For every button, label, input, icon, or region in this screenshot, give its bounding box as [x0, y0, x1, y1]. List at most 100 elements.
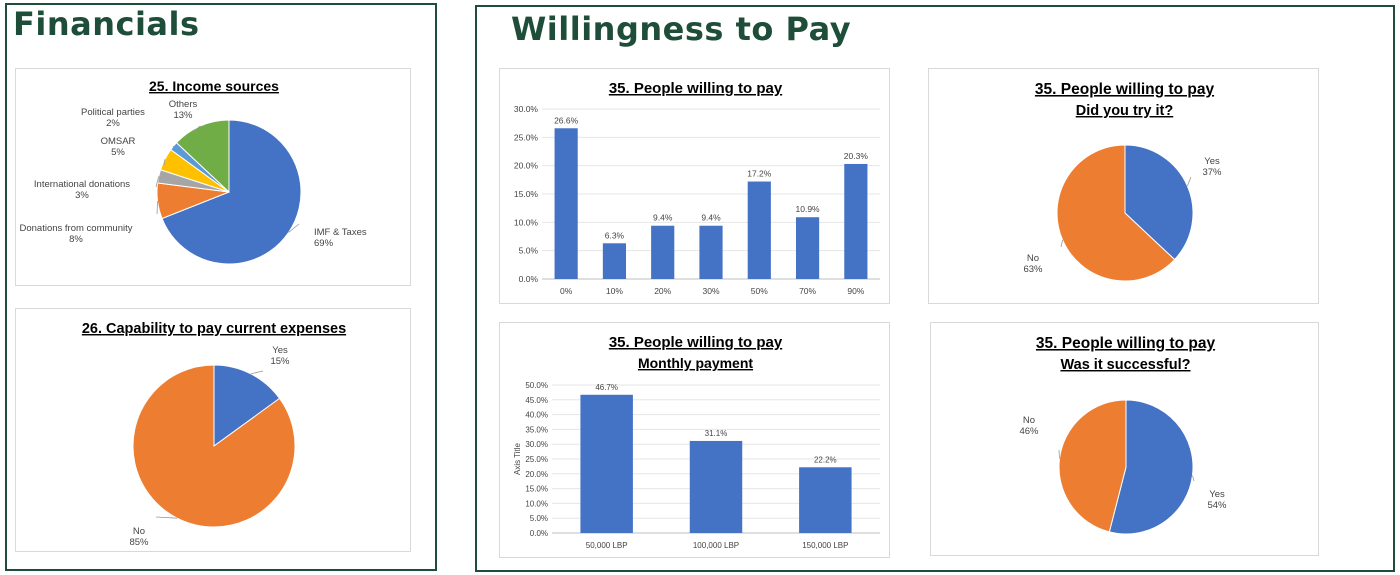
x-tick-label: 10% [606, 286, 623, 296]
y-tick-label: 15.0% [525, 485, 548, 494]
y-tick-label: 30.0% [525, 440, 548, 449]
slice-pct: 3% [75, 190, 89, 201]
bar-data-label: 10.9% [796, 204, 821, 214]
bar-data-label: 9.4% [653, 213, 673, 223]
chart-title: 26. Capability to pay current expenses [82, 321, 346, 337]
bar-150-000-LBP [799, 467, 852, 533]
slice-pct: 69% [314, 238, 334, 249]
tried-pie-chart: Yes 37% No 63% 35. People willing to pay Did … [928, 68, 1319, 304]
leader-line [1192, 475, 1195, 482]
x-tick-label: 150,000 LBP [802, 541, 848, 550]
y-tick-label: 45.0% [525, 396, 548, 405]
slice-pct: 8% [69, 234, 83, 245]
leader-line [250, 370, 264, 375]
slice-label: No [133, 526, 145, 537]
leader-line [163, 159, 166, 166]
slice-label: Yes [1209, 489, 1225, 500]
y-tick-label: 20.0% [514, 161, 539, 171]
monthly-bar-chart: 0.0% 5.0% 10.0% 15.0% 20.0% 25.0% 30.0% 35.0% 40… [499, 322, 890, 558]
y-axis-title: Axis Title [513, 442, 522, 475]
slice-label: Yes [1204, 156, 1220, 167]
willingness-title: Willingness to Pay [511, 10, 852, 48]
bar-data-label: 31.1% [705, 429, 728, 438]
bar-0- [554, 128, 578, 279]
y-tick-label: 15.0% [514, 189, 539, 199]
slice-label: No [1023, 415, 1035, 426]
slice-label: IMF & Taxes [314, 227, 367, 238]
bar-data-label: 9.4% [701, 213, 721, 223]
slice-pct: 15% [270, 356, 290, 367]
chart-title: 25. Income sources [149, 78, 279, 94]
y-tick-label: 30.0% [514, 104, 539, 114]
capability-chart: Yes 15% No 85% 26. Capability to pay current… [15, 308, 411, 552]
chart-title: 35. People willing to pay [1035, 81, 1215, 98]
bar-70- [795, 217, 820, 279]
bar-20- [651, 225, 675, 279]
slice-pct: 63% [1023, 264, 1043, 275]
slice-pct: 85% [129, 537, 149, 548]
slice-pct: 54% [1207, 500, 1227, 511]
y-tick-label: 20.0% [525, 470, 548, 479]
income-sources-chart: IMF & Taxes 69% Donations from community 8%… [15, 68, 411, 286]
willing-bar-chart: 0.0% 5.0% 10.0% 15.0% 20.0% 25.0% 30.0% 26.6% 0%… [499, 68, 890, 304]
bar-10- [602, 243, 627, 279]
x-tick-label: 50% [751, 286, 768, 296]
y-tick-label: 40.0% [525, 411, 548, 420]
y-tick-label: 5.0% [530, 514, 548, 523]
slice-pct: 2% [106, 118, 120, 129]
y-tick-label: 25.0% [525, 455, 548, 464]
bar-data-label: 17.2% [747, 169, 772, 179]
slice-label: International donations [34, 179, 130, 190]
y-tick-label: 10.0% [514, 217, 539, 227]
slice-pct: 37% [1202, 167, 1222, 178]
chart-title: 35. People willing to pay [609, 80, 783, 97]
chart-title: 35. People willing to pay [1036, 335, 1216, 352]
leader-line [1060, 239, 1063, 248]
x-tick-label: 100,000 LBP [693, 541, 739, 550]
leader-line [172, 145, 174, 148]
slice-label: Yes [272, 345, 288, 356]
pie-slice-yes [213, 364, 281, 447]
y-tick-label: 0.0% [530, 529, 548, 538]
willing-bar-svg: 0.0% 5.0% 10.0% 15.0% 20.0% 25.0% 30.0% 26.6% 0%… [514, 80, 880, 296]
leader-line [156, 201, 158, 215]
leader-line [155, 516, 178, 519]
bar-data-label: 26.6% [554, 115, 579, 125]
leader-line [1058, 449, 1060, 459]
chart-title: 35. People willing to pay [609, 334, 783, 351]
slice-pct: 13% [173, 110, 193, 121]
x-tick-label: 90% [847, 286, 864, 296]
leader-line [1187, 176, 1192, 187]
slice-label: OMSAR [101, 136, 136, 147]
bar-90- [844, 163, 868, 279]
financials-title: Financials [13, 5, 200, 43]
chart-subtitle: Did you try it? [1076, 103, 1174, 119]
y-tick-label: 25.0% [514, 132, 539, 142]
x-tick-label: 50,000 LBP [586, 541, 628, 550]
slice-label: Donations from community [20, 223, 133, 234]
bar-50-000-LBP [580, 394, 633, 533]
slice-pct: 5% [111, 147, 125, 158]
x-tick-label: 30% [702, 286, 719, 296]
bar-50- [747, 181, 771, 279]
y-tick-label: 0.0% [519, 274, 539, 284]
x-tick-label: 70% [799, 286, 816, 296]
slice-label: Others [169, 99, 198, 110]
y-tick-label: 35.0% [525, 425, 548, 434]
y-tick-label: 10.0% [525, 499, 548, 508]
y-tick-label: 50.0% [525, 381, 548, 390]
bar-data-label: 22.2% [814, 455, 837, 464]
chart-subtitle: Was it successful? [1060, 357, 1190, 373]
bar-data-label: 46.7% [595, 383, 618, 392]
bar-data-label: 6.3% [605, 230, 625, 240]
bar-100-000-LBP [689, 440, 743, 533]
monthly-bar-svg: 0.0% 5.0% 10.0% 15.0% 20.0% 25.0% 30.0% 35.0% 40… [513, 334, 880, 550]
success-pie-chart: Yes 54% No 46% 35. People willing to pay Was … [930, 322, 1319, 556]
pie-slice-no [1058, 399, 1127, 533]
leader-line [193, 125, 201, 132]
pie-slice-imf-taxes [161, 119, 302, 265]
